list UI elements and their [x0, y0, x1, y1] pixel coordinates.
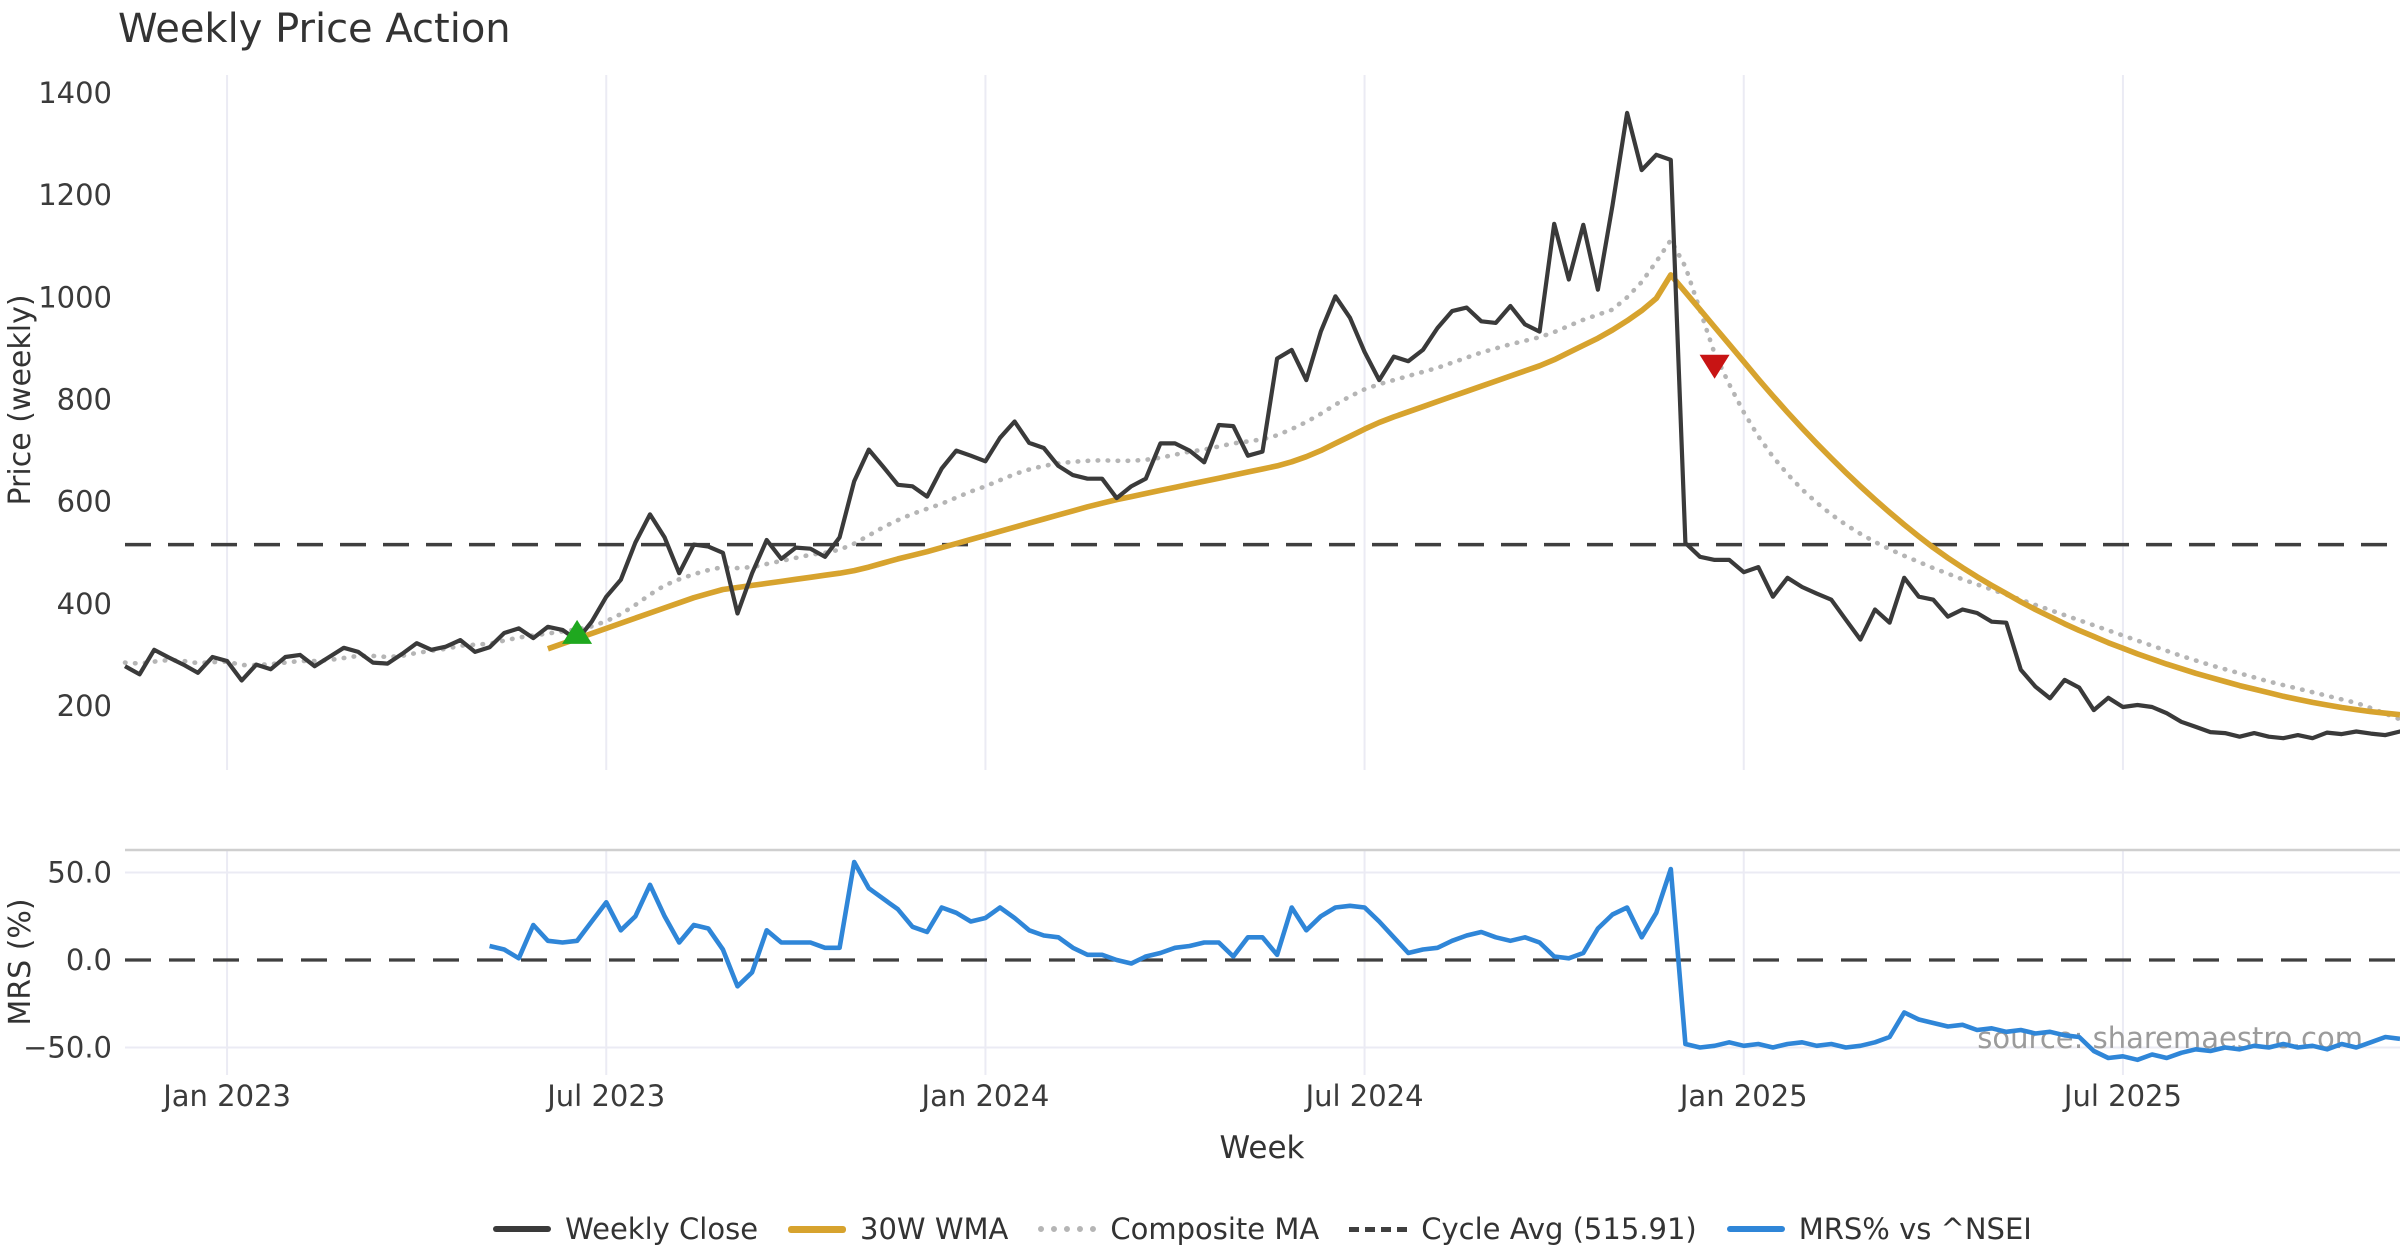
x-tick-label: Jul 2025	[2062, 1079, 2182, 1113]
solid-dark-swatch-icon	[493, 1226, 552, 1232]
price-ytick-label: 1000	[38, 280, 112, 314]
legend-item-1: 30W WMA	[788, 1212, 1008, 1246]
x-axis-label: Week	[1220, 1130, 1305, 1166]
x-tick-label: Jan 2024	[920, 1079, 1050, 1113]
mrs-line	[489, 859, 2400, 1063]
legend-label: Cycle Avg (515.91)	[1421, 1212, 1697, 1246]
legend-label: Weekly Close	[565, 1212, 759, 1246]
weekly-close-line	[123, 110, 2400, 741]
legend-item-2: Composite MA	[1038, 1212, 1319, 1246]
legend-item-4: MRS% vs ^NSEI	[1726, 1212, 2032, 1246]
x-tick-label: Jul 2024	[1304, 1079, 1424, 1113]
solid-gold-swatch-icon	[788, 1225, 847, 1233]
dotted-gray-swatch-icon	[1038, 1226, 1097, 1232]
wma-30w-line	[546, 272, 2400, 718]
chart-legend: Weekly Close 30W WMA Composite MA Cycle Avg…	[125, 1212, 2400, 1246]
price-ytick-label: 200	[57, 689, 112, 723]
buy-signal-marker-icon	[562, 619, 593, 644]
mrs-axis-label: MRS (%)	[3, 898, 38, 1025]
mrs-ytick-label: 50.0	[47, 856, 112, 890]
legend-label: Composite MA	[1110, 1212, 1320, 1246]
watermark: source: sharemaestro.com	[1977, 1021, 2363, 1055]
x-tick-label: Jan 2023	[161, 1079, 291, 1113]
price-ytick-label: 400	[57, 587, 112, 621]
sell-signal-marker-icon	[1699, 354, 1730, 379]
mrs-ytick-label: 0.0	[66, 943, 112, 977]
price-ytick-label: 600	[57, 485, 112, 519]
page-title: Weekly Price Action	[118, 6, 511, 52]
legend-label: 30W WMA	[860, 1212, 1009, 1246]
price-ytick-label: 1400	[38, 76, 112, 110]
dashed-dark-swatch-icon	[1349, 1226, 1408, 1232]
composite-ma-line	[122, 235, 2400, 722]
price-ytick-label: 800	[57, 383, 112, 417]
x-tick-label: Jan 2025	[1678, 1079, 1808, 1113]
mrs-ytick-label: −50.0	[23, 1031, 112, 1065]
legend-label: MRS% vs ^NSEI	[1798, 1212, 2032, 1246]
price-ytick-label: 1200	[38, 178, 112, 212]
legend-item-0: Weekly Close	[493, 1212, 758, 1246]
price-axis-label: Price (weekly)	[3, 294, 38, 505]
legend-item-3: Cycle Avg (515.91)	[1349, 1212, 1697, 1246]
x-tick-label: Jul 2023	[545, 1079, 665, 1113]
solid-blue-swatch-icon	[1726, 1226, 1785, 1232]
